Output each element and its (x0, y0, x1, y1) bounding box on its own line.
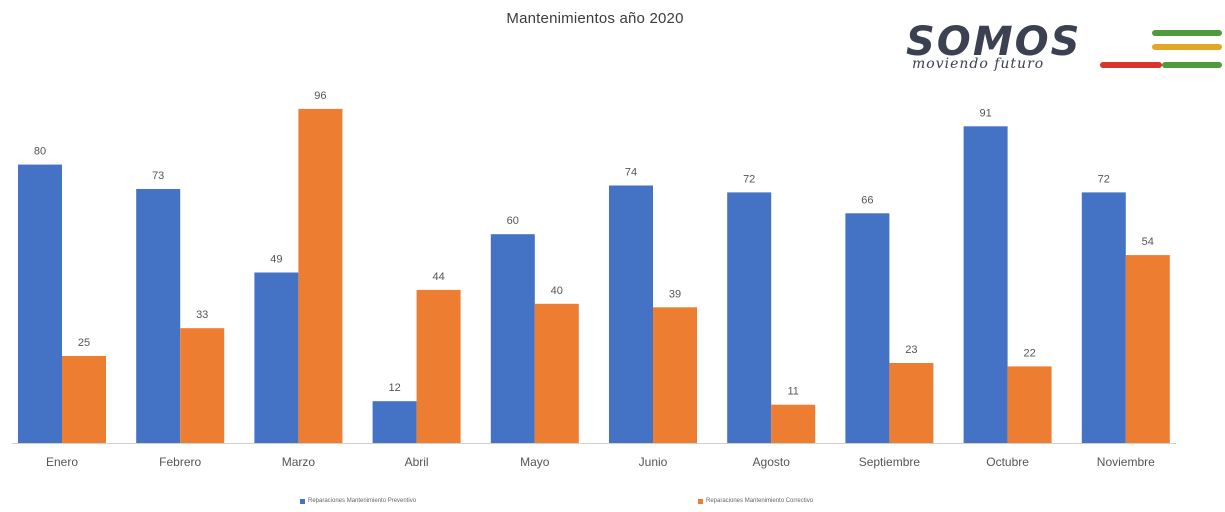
legend: Reparaciones Mantenimiento Preventivo Re… (0, 498, 1225, 512)
data-label-correctivo-febrero: 33 (196, 309, 208, 321)
x-tick-label-abril: Abril (405, 455, 429, 469)
bar-preventivo-marzo (254, 272, 299, 443)
logo-stripe-green-bottom (1162, 62, 1222, 68)
x-tick-label-agosto: Agosto (753, 455, 791, 469)
logo-wordmark: SOMOS (906, 19, 1082, 65)
bar-preventivo-octubre (963, 126, 1008, 444)
bar-correctivo-junio (653, 307, 697, 443)
logo-tagline: moviendo futuro (912, 56, 1045, 72)
data-label-preventivo-junio: 74 (625, 167, 637, 179)
x-tick-label-enero: Enero (46, 455, 78, 469)
x-tick-label-junio: Junio (639, 455, 668, 469)
data-label-preventivo-marzo: 49 (270, 254, 282, 266)
data-label-preventivo-noviembre: 72 (1098, 173, 1110, 185)
data-label-correctivo-enero: 25 (78, 337, 90, 349)
legend-swatch-correctivo (698, 498, 703, 504)
bar-correctivo-marzo (298, 108, 343, 444)
legend-item-preventivo: Reparaciones Mantenimiento Preventivo (300, 498, 416, 504)
data-label-correctivo-septiembre: 23 (905, 344, 917, 356)
bar-preventivo-noviembre (1081, 192, 1126, 443)
legend-swatch-preventivo (300, 498, 305, 504)
data-label-correctivo-noviembre: 54 (1142, 236, 1154, 248)
bar-preventivo-septiembre (845, 213, 890, 443)
data-label-correctivo-mayo: 40 (551, 285, 563, 297)
bar-preventivo-agosto (727, 192, 772, 443)
data-label-preventivo-octubre: 91 (979, 107, 991, 119)
legend-item-correctivo: Reparaciones Mantenimiento Correctivo (698, 498, 813, 504)
somos-logo: SOMOS moviendo futuro (900, 20, 1222, 76)
data-label-preventivo-mayo: 60 (507, 215, 519, 227)
bar-correctivo-mayo (534, 303, 579, 443)
bar-correctivo-noviembre (1125, 255, 1170, 443)
bar-correctivo-agosto (771, 404, 816, 443)
x-tick-label-septiembre: Septiembre (859, 455, 921, 469)
x-tick-label-mayo: Mayo (520, 455, 550, 469)
bar-preventivo-mayo (490, 234, 535, 443)
data-label-correctivo-marzo: 96 (314, 90, 326, 102)
x-tick-label-marzo: Marzo (282, 455, 316, 469)
bar-correctivo-febrero (180, 328, 225, 443)
legend-label-correctivo: Reparaciones Mantenimiento Correctivo (706, 498, 814, 504)
data-label-correctivo-junio: 39 (669, 288, 681, 300)
bar-preventivo-abril (372, 401, 417, 443)
data-label-correctivo-agosto: 11 (787, 386, 798, 398)
logo-stripe-yellow (1152, 44, 1222, 50)
data-label-correctivo-abril: 44 (432, 271, 444, 283)
bar-correctivo-septiembre (889, 363, 934, 443)
x-tick-label-noviembre: Noviembre (1097, 455, 1155, 469)
bar-preventivo-junio (609, 185, 653, 443)
data-label-preventivo-agosto: 72 (743, 173, 755, 185)
bar-correctivo-abril (416, 289, 461, 443)
data-label-preventivo-abril: 12 (388, 382, 400, 394)
logo-stripe-green (1152, 30, 1222, 36)
data-label-preventivo-septiembre: 66 (861, 194, 873, 206)
bar-correctivo-enero (62, 356, 106, 443)
bar-preventivo-febrero (136, 189, 181, 443)
data-label-preventivo-enero: 80 (34, 146, 46, 158)
bar-preventivo-enero (18, 164, 62, 443)
x-tick-label-octubre: Octubre (986, 455, 1029, 469)
data-label-preventivo-febrero: 73 (152, 170, 164, 182)
data-label-correctivo-octubre: 22 (1023, 347, 1035, 359)
bar-correctivo-octubre (1007, 366, 1052, 443)
logo-stripe-red (1100, 62, 1162, 68)
legend-label-preventivo: Reparaciones Mantenimiento Preventivo (308, 498, 417, 504)
x-tick-label-febrero: Febrero (159, 455, 201, 469)
chart-title: Mantenimientos año 2020 (506, 10, 684, 27)
